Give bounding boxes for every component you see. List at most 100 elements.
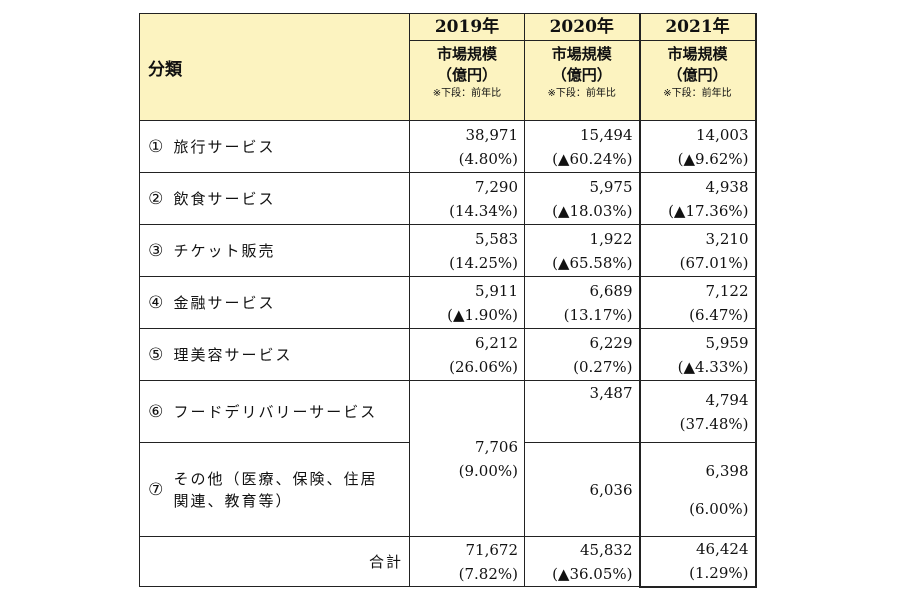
value: 5,959 xyxy=(705,333,749,352)
yoy: (37.48%) xyxy=(679,414,749,433)
value: 14,003 xyxy=(696,125,749,144)
market-size-table-container: 分類 2019年 2020年 2021年 市場規模 （億円） ※下段：前年比 市… xyxy=(139,13,757,589)
cell-2021: 14,003 (▲9.62%) xyxy=(638,120,757,173)
cell-2021: 4,794 (37.48%) xyxy=(638,380,757,443)
cell-2020: 5,975 (▲18.03%) xyxy=(524,172,640,225)
unit-label: 市場規模 xyxy=(551,45,612,63)
value: 7,706 xyxy=(475,437,518,456)
cell-2021: 6,398 (6.00%) xyxy=(638,442,757,537)
total-label: 合計 xyxy=(139,536,410,587)
value: 6,689 xyxy=(589,281,633,300)
cell-2020: 3,487 xyxy=(524,380,640,443)
value: 46,424 xyxy=(696,540,749,559)
cell-2020: 6,229 (0.27%) xyxy=(524,328,640,381)
cell-2019: 7,290 (14.34%) xyxy=(409,172,525,225)
yoy: (▲18.03%) xyxy=(552,201,633,220)
row-number: ⑦ xyxy=(139,442,172,537)
value: 3,210 xyxy=(705,229,749,248)
cell-2020: 6,689 (13.17%) xyxy=(524,276,640,329)
year-2021-header: 2021年 xyxy=(638,13,757,41)
value: 3,487 xyxy=(589,384,633,402)
value: 7,290 xyxy=(475,177,518,196)
yoy: (6.47%) xyxy=(689,305,749,324)
value: 6,036 xyxy=(589,480,633,499)
header-row-units: 市場規模 （億円） ※下段：前年比 市場規模 （億円） ※下段：前年比 市場規模… xyxy=(140,40,757,121)
row-category-name: 旅行サービス xyxy=(171,120,410,173)
year-2019-header: 2019年 xyxy=(409,13,525,41)
yoy: (▲1.90%) xyxy=(447,305,518,324)
yoy: (▲9.62%) xyxy=(677,149,749,168)
row-category-name: 理美容サービス xyxy=(171,328,410,381)
unit-header-2019: 市場規模 （億円） ※下段：前年比 xyxy=(409,40,525,121)
value: 45,832 xyxy=(580,540,633,559)
value: 5,583 xyxy=(475,229,518,248)
merged-cell-2019: 7,706 (9.00%) xyxy=(409,380,525,537)
cell-2019: 38,971 (4.80%) xyxy=(409,120,525,173)
row-number: ④ xyxy=(139,276,172,329)
row-category-name-line1: その他（医療、保険、住居 xyxy=(173,469,378,488)
value: 15,494 xyxy=(580,125,633,144)
cell-2020: 1,922 (▲65.58%) xyxy=(524,224,640,277)
yoy: (67.01%) xyxy=(679,253,749,272)
yoy: (1.29%) xyxy=(689,564,749,583)
value: 4,938 xyxy=(705,177,749,196)
table-row: ① 旅行サービス 38,971 (4.80%) 15,494 (▲60.24%) 1… xyxy=(139,120,757,173)
table-row-other: ⑦ その他（医療、保険、住居 関連、教育等） 6,036 6,398 (6.00… xyxy=(139,442,757,537)
unit-header-2021: 市場規模 （億円） ※下段：前年比 xyxy=(638,40,757,121)
unit-label: 市場規模 xyxy=(436,45,497,63)
yoy: (▲17.36%) xyxy=(668,201,749,220)
value: 4,794 xyxy=(705,390,749,409)
value: 71,672 xyxy=(465,540,519,559)
value: 5,911 xyxy=(475,281,518,300)
category-header: 分類 xyxy=(139,13,410,121)
unit-yen-label: （億円） xyxy=(436,66,497,84)
market-size-table: 分類 2019年 2020年 2021年 市場規模 （億円） ※下段：前年比 市… xyxy=(139,13,757,588)
yoy: (6.00%) xyxy=(689,499,749,518)
table-row: ③ チケット販売 5,583 (14.25%) 1,922 (▲65.58%) 3,… xyxy=(139,224,757,277)
row-category-name: チケット販売 xyxy=(171,224,410,277)
yoy: (13.17%) xyxy=(563,305,633,324)
yoy: (▲36.05%) xyxy=(552,564,633,583)
cell-2021: 3,210 (67.01%) xyxy=(638,224,757,277)
row-category-name: フードデリバリーサービス xyxy=(171,380,410,443)
cell-2021: 4,938 (▲17.36%) xyxy=(638,172,757,225)
yoy: (▲65.58%) xyxy=(552,253,633,272)
row-number: ③ xyxy=(139,224,172,277)
value: 1,922 xyxy=(589,229,633,248)
yoy: (7.82%) xyxy=(458,564,518,583)
yoy: (▲4.33%) xyxy=(677,357,749,376)
total-2019: 71,672 (7.82%) xyxy=(409,536,525,587)
yoy: (14.34%) xyxy=(449,201,518,220)
row-number: ⑥ xyxy=(139,380,172,443)
cell-2019: 5,911 (▲1.90%) xyxy=(409,276,525,329)
cell-2019: 6,212 (26.06%) xyxy=(409,328,525,381)
yoy: (26.06%) xyxy=(449,357,518,376)
yoy: (▲60.24%) xyxy=(552,149,633,168)
yoy: (14.25%) xyxy=(449,253,518,272)
header-row-years: 分類 2019年 2020年 2021年 xyxy=(139,13,757,121)
cell-2019: 5,583 (14.25%) xyxy=(409,224,525,277)
value: 38,971 xyxy=(465,125,519,144)
row-category-name: 金融サービス xyxy=(171,276,410,329)
row-category-name: 飲食サービス xyxy=(171,172,410,225)
unit-note: ※下段：前年比 xyxy=(432,88,502,99)
yoy: (4.80%) xyxy=(458,149,518,168)
table-row: ⑤ 理美容サービス 6,212 (26.06%) 6,229 (0.27%) 5,9… xyxy=(139,328,757,381)
value: 6,229 xyxy=(589,333,633,352)
yoy: (0.27%) xyxy=(573,357,633,376)
cell-2020: 6,036 xyxy=(524,442,640,537)
unit-note: ※下段：前年比 xyxy=(547,88,616,99)
table-row: ② 飲食サービス 7,290 (14.34%) 5,975 (▲18.03%) 4,… xyxy=(139,172,757,225)
unit-yen-label: （億円） xyxy=(667,66,728,84)
value: 6,398 xyxy=(705,461,749,480)
cell-2020: 15,494 (▲60.24%) xyxy=(524,120,640,173)
row-number: ⑤ xyxy=(139,328,172,381)
row-number: ② xyxy=(139,172,172,225)
value: 5,975 xyxy=(589,177,633,196)
year-2020-header: 2020年 xyxy=(524,13,640,41)
table-row-food-delivery: ⑥ フードデリバリーサービス 7,706 (9.00%) 3,487 4,794 (… xyxy=(139,380,757,537)
yoy: (9.00%) xyxy=(458,461,518,480)
row-category-name-line2: 関連、教育等） xyxy=(173,491,293,510)
row-category-name: その他（医療、保険、住居 関連、教育等） xyxy=(171,442,410,537)
cell-2021: 5,959 (▲4.33%) xyxy=(638,328,757,381)
